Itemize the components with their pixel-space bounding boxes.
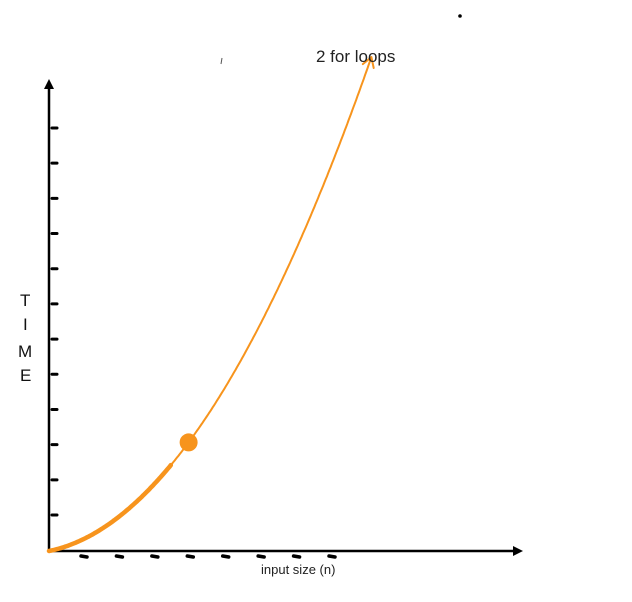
y-axis-label: T I M E	[18, 291, 32, 385]
y-axis-label-letter: T	[20, 291, 30, 310]
series-label: 2 for loops	[316, 47, 395, 66]
curve-arrow-head	[361, 56, 375, 69]
y-axis-label-letter: M	[18, 342, 32, 361]
y-axis-label-letter: I	[23, 315, 28, 334]
y-axis-label-letter: E	[20, 366, 31, 385]
series-curve-lower	[46, 462, 174, 554]
x-tick	[150, 554, 160, 559]
x-tick	[185, 554, 196, 559]
x-tick	[256, 554, 266, 559]
x-tick	[291, 554, 302, 559]
series-curve-upper	[168, 56, 373, 468]
x-axis-ticks	[79, 554, 337, 559]
stray-dot	[458, 14, 462, 18]
highlighted-point	[179, 433, 198, 452]
x-tick	[327, 554, 337, 559]
stray-mark	[220, 57, 223, 65]
x-tick	[79, 554, 89, 559]
x-tick	[114, 554, 125, 559]
x-tick	[220, 554, 231, 559]
x-axis-label: input size (n)	[261, 562, 335, 577]
y-axis-ticks	[50, 126, 59, 517]
